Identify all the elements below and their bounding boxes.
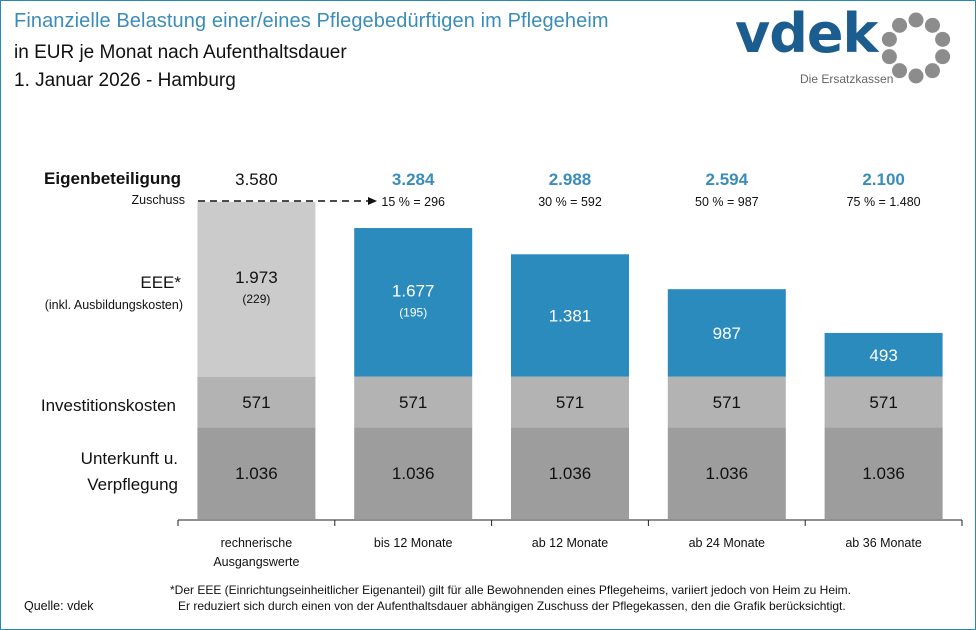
x-tick-label: bis 12 Monate <box>374 536 453 550</box>
zuschuss-label: 75 % = 1.480 <box>847 195 921 209</box>
dotted-ring-icon <box>881 12 951 84</box>
total-label: 2.100 <box>862 170 905 189</box>
x-tick-label: ab 36 Monate <box>845 536 921 550</box>
bar-segment-eee <box>354 228 473 377</box>
logo-ring-dot <box>881 31 897 47</box>
bar-sub-label: (229) <box>242 292 270 306</box>
source-note: Quelle: vdek <box>24 599 94 613</box>
zuschuss-label: 50 % = 987 <box>695 195 759 209</box>
bar-segment-eee <box>667 289 786 377</box>
bar-segment-eee <box>824 332 943 377</box>
bar-segment-investition <box>824 376 943 428</box>
bar-value-label: 1.677 <box>392 281 435 300</box>
eigenbeteiligung-label: Eigenbeteiligung <box>44 169 181 188</box>
logo-ring-dot <box>924 17 940 33</box>
investition-row-label: Investitionskosten <box>41 396 176 415</box>
x-tick-label: ab 24 Monate <box>689 536 765 550</box>
bar-segment-eee <box>511 254 629 377</box>
bar-segment-unterkunft <box>197 427 316 519</box>
chart-title: Finanzielle Belastung einer/eines Pflege… <box>14 10 609 32</box>
x-tick-label: ab 12 Monate <box>532 536 608 550</box>
bar-value-label: 571 <box>869 393 897 412</box>
total-label: 2.988 <box>549 170 592 189</box>
zuschuss-row-label: Zuschuss <box>132 193 186 207</box>
logo-wordmark: vdek <box>735 2 878 65</box>
chart-subtitle-date-region: 1. Januar 2026 - Hamburg <box>14 70 236 91</box>
eee-row-sublabel: (inkl. Ausbildungskosten) <box>45 298 183 312</box>
bar-value-label: 1.973 <box>235 268 278 287</box>
bar-segment-investition <box>197 376 316 428</box>
vdek-logo: vdek Die Ersatzkassen <box>735 2 955 90</box>
zuschuss-label: 30 % = 592 <box>538 195 602 209</box>
zuschuss-label: 15 % = 296 <box>381 195 445 209</box>
logo-ring-dot <box>908 68 924 84</box>
bar-value-label: 1.036 <box>549 464 592 483</box>
bar-segment-unterkunft <box>667 427 786 519</box>
eee-row-label: EEE* <box>140 273 181 292</box>
bar-marks <box>197 201 943 519</box>
bar-value-label: 1.036 <box>706 464 749 483</box>
row-labels: Eigenbeteiligung Zuschuss EEE* (inkl. Ausbi… <box>41 169 185 494</box>
bar-segment-unterkunft <box>511 427 629 519</box>
logo-ring-dot <box>935 31 951 47</box>
bar-sub-label: (195) <box>399 305 427 319</box>
logo-ring-dot <box>892 17 908 33</box>
x-tick-label: rechnerische <box>221 536 293 550</box>
x-tick-label: Ausgangswerte <box>213 555 299 569</box>
totals-and-zuschuss: 3.580 3.284 15 % = 296 2.988 30 % = 592 2.594… <box>198 170 921 209</box>
bar-value-label: 571 <box>399 393 427 412</box>
bar-value-label: 571 <box>713 393 741 412</box>
footnote-line-1: *Der EEE (Einrichtungseinheitlicher Eige… <box>170 583 852 597</box>
footnote-line-2: Er reduziert sich durch einen von der Au… <box>178 599 846 613</box>
logo-ring-dot <box>935 49 951 65</box>
bar-value-label: 987 <box>713 324 741 343</box>
bar-value-label: 1.036 <box>392 464 435 483</box>
logo-ring-dot <box>881 49 897 65</box>
logo-ring-dot <box>908 12 924 28</box>
logo-ring-dot <box>892 63 908 79</box>
bar-segment-investition <box>354 376 473 428</box>
total-label: 3.580 <box>235 170 278 189</box>
logo-ring-dot <box>924 63 940 79</box>
bar-value-label: 1.381 <box>549 306 592 325</box>
bar-segment-investition <box>667 376 786 428</box>
x-axis: rechnerische Ausgangswerte bis 12 Monate ab… <box>177 519 963 569</box>
bar-value-label: 571 <box>556 393 584 412</box>
chart-subtitle-unit: in EUR je Monat nach Aufenthaltsdauer <box>14 42 347 63</box>
bar-segment-unterkunft <box>824 427 943 519</box>
bar-segment-unterkunft <box>354 427 473 519</box>
zuschuss-arrowhead-icon <box>368 197 377 205</box>
bar-value-labels: 1.036 571 1.973 (229) 1.036 571 1.677 (195) 1.03… <box>235 268 905 483</box>
unterkunft-row-label-1: Unterkunft u. <box>81 449 178 468</box>
unterkunft-row-label-2: Verpflegung <box>87 475 178 494</box>
bar-value-label: 493 <box>869 346 897 365</box>
total-label: 2.594 <box>706 170 749 189</box>
total-label: 3.284 <box>392 170 435 189</box>
bar-segment-eee <box>197 201 316 377</box>
bar-segment-investition <box>511 376 629 428</box>
bar-value-label: 571 <box>242 393 270 412</box>
logo-tagline: Die Ersatzkassen <box>800 72 894 86</box>
bar-value-label: 1.036 <box>862 464 905 483</box>
bar-value-label: 1.036 <box>235 464 278 483</box>
